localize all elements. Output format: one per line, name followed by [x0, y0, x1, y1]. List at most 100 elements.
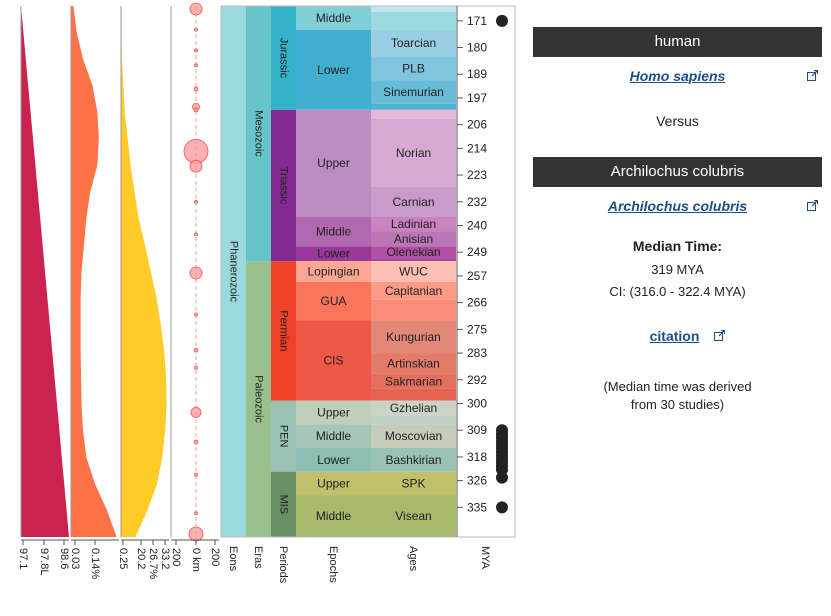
ages-label: SPK [401, 477, 425, 491]
ages-label: Anisian [394, 232, 433, 246]
periods-box[interactable] [271, 471, 296, 537]
timeline-dot[interactable] [496, 14, 508, 27]
epochs-box[interactable] [296, 495, 371, 537]
crimson-area [21, 6, 69, 537]
ages-box[interactable] [371, 11, 456, 30]
impact-circle[interactable] [194, 27, 198, 32]
ages-box[interactable] [371, 109, 456, 119]
ages-box[interactable] [371, 216, 456, 232]
eras-box[interactable] [246, 261, 271, 537]
external-link-icon[interactable] [807, 200, 818, 211]
bottom-axis-label: 0.25 [117, 548, 129, 569]
taxon-b-header: Archilochus colubris [533, 157, 822, 187]
mya-tick-label: 275 [467, 322, 487, 336]
ages-box[interactable] [371, 299, 456, 321]
column-label-eras: Eras [252, 546, 264, 569]
ages-box[interactable] [371, 258, 456, 262]
epochs-box[interactable] [296, 109, 371, 217]
periods-box[interactable] [271, 400, 296, 472]
taxon-a-link[interactable]: Homo sapiens [629, 68, 726, 84]
epochs-box[interactable] [296, 6, 371, 30]
epochs-box[interactable] [296, 261, 371, 282]
epochs-box[interactable] [296, 320, 371, 401]
impact-circle[interactable] [193, 347, 199, 353]
mya-tick-label: 326 [467, 474, 487, 488]
impact-circle[interactable] [190, 407, 202, 418]
ages-box[interactable] [371, 246, 456, 259]
epochs-box[interactable] [296, 29, 371, 110]
ages-box[interactable] [371, 388, 456, 401]
ages-box[interactable] [371, 353, 456, 374]
ages-box[interactable] [371, 424, 456, 449]
impact-circle[interactable] [194, 199, 198, 204]
ages-box[interactable] [371, 448, 456, 472]
periods-box[interactable] [271, 109, 296, 262]
ages-box[interactable] [371, 400, 456, 416]
ages-box[interactable] [371, 29, 456, 57]
ages-box[interactable] [371, 281, 456, 300]
eras-label: Paleozoic [253, 375, 265, 423]
epochs-label: Upper [317, 156, 350, 170]
ages-box[interactable] [371, 103, 456, 110]
bottom-axis-label: 20.2 [135, 548, 147, 569]
ages-box[interactable] [371, 231, 456, 247]
impact-circle[interactable] [194, 472, 198, 477]
impact-circle[interactable] [194, 48, 198, 53]
epochs-box[interactable] [296, 448, 371, 472]
impact-circle[interactable] [193, 439, 199, 445]
eons-box[interactable] [221, 6, 246, 537]
epochs-box[interactable] [296, 281, 371, 321]
impact-circle[interactable] [188, 526, 204, 542]
impact-circle[interactable] [193, 86, 199, 92]
impact-circle[interactable] [194, 366, 198, 370]
ages-box[interactable] [371, 471, 456, 496]
impact-circle[interactable] [189, 266, 203, 280]
timeline-dot[interactable] [496, 471, 508, 484]
epochs-box[interactable] [296, 246, 371, 262]
ages-label: Sinemurian [383, 85, 444, 99]
epochs-label: Middle [316, 429, 352, 443]
ages-box[interactable] [371, 495, 456, 537]
ages-box[interactable] [371, 261, 456, 282]
ages-box[interactable] [371, 80, 456, 104]
ages-box[interactable] [371, 373, 456, 389]
bottom-axis-label: 33.2 [159, 548, 171, 569]
impact-circle[interactable] [189, 2, 203, 16]
mya-tick-label: 300 [467, 397, 487, 411]
impact-circle[interactable] [183, 138, 209, 164]
impact-circle[interactable] [189, 159, 203, 173]
bottom-axis-label: 0.14% [89, 548, 101, 579]
ages-box[interactable] [371, 56, 456, 81]
mya-tick-label: 206 [467, 118, 487, 132]
mya-tick-label: 266 [467, 296, 487, 310]
ages-box[interactable] [371, 186, 456, 217]
epochs-box[interactable] [296, 400, 371, 425]
ages-box[interactable] [371, 320, 456, 354]
ages-label: PLB [402, 61, 425, 75]
bottom-axis-label: 97.1 [17, 548, 29, 569]
impact-circle[interactable] [194, 312, 198, 317]
epochs-box[interactable] [296, 424, 371, 449]
eras-box[interactable] [246, 6, 271, 262]
ages-box[interactable] [371, 118, 456, 187]
epochs-box[interactable] [296, 471, 371, 496]
mya-tick-label: 257 [467, 269, 487, 283]
epochs-label: Middle [316, 224, 352, 238]
impact-circle[interactable] [194, 511, 198, 516]
citation-link[interactable]: citation [649, 328, 700, 344]
column-labels: Eons Eras Periods Epochs Ages MYA [227, 546, 491, 584]
periods-box[interactable] [271, 261, 296, 401]
impact-circle[interactable] [194, 63, 198, 68]
impact-circle[interactable] [193, 107, 199, 113]
external-link-icon[interactable] [807, 70, 818, 81]
external-link-icon[interactable] [714, 330, 725, 341]
impact-circle[interactable] [194, 232, 198, 237]
timeline-dot[interactable] [496, 501, 508, 514]
ages-box[interactable] [371, 415, 456, 425]
mya-tick-label: 309 [467, 423, 487, 437]
ages-box[interactable] [371, 6, 456, 12]
epochs-box[interactable] [296, 216, 371, 247]
periods-box[interactable] [271, 6, 296, 110]
taxon-b-link[interactable]: Archilochus colubris [607, 198, 748, 214]
